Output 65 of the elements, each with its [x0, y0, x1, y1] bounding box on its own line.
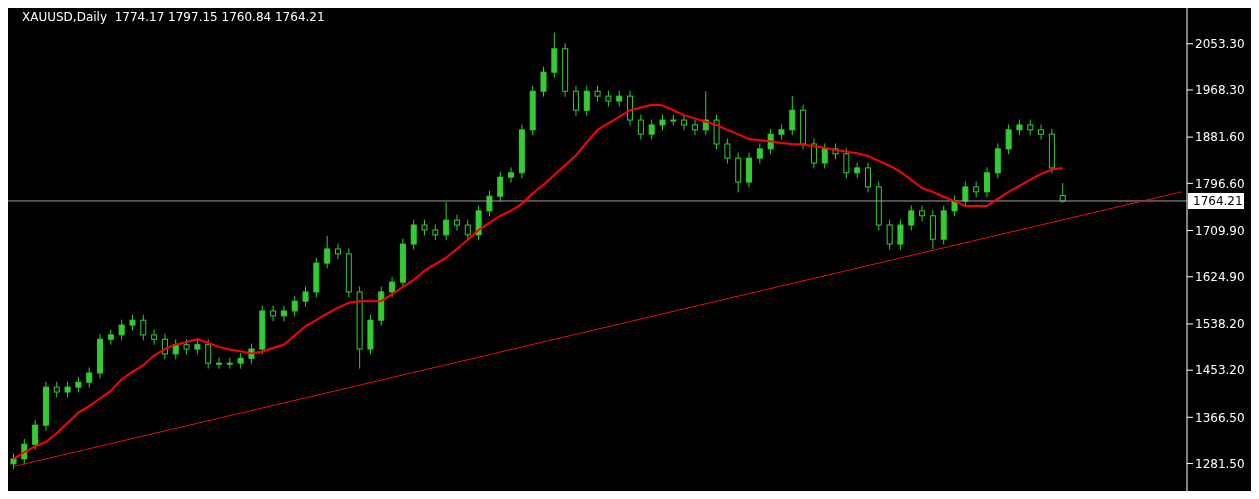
candlestick	[389, 276, 396, 298]
candlestick	[32, 419, 39, 451]
ref-line-label: 1764.21	[1193, 193, 1243, 208]
candlestick	[919, 204, 926, 222]
chart-title: XAUUSD,Daily 1774.17 1797.15 1760.84 1764.21	[22, 10, 325, 24]
candlestick	[994, 142, 1001, 179]
candlestick	[713, 114, 720, 150]
candlestick	[810, 138, 817, 169]
candlestick	[735, 152, 742, 193]
y-tick-label: 1281.50	[1195, 456, 1245, 471]
y-tick-label: 1624.90	[1195, 270, 1245, 285]
candlestick	[464, 219, 471, 241]
y-tick-label: 2053.30	[1195, 37, 1245, 51]
candlestick	[691, 119, 698, 136]
candlestick	[1005, 123, 1012, 155]
candlestick	[951, 195, 958, 217]
candlestick	[410, 219, 417, 250]
candlestick	[270, 305, 277, 322]
y-tick-label: 1366.50	[1195, 410, 1245, 425]
y-tick-label: 1968.30	[1195, 83, 1245, 98]
candlestick	[637, 114, 644, 141]
candlestick	[929, 209, 936, 250]
candlestick	[486, 190, 493, 217]
candlestick	[497, 171, 504, 203]
candlestick	[508, 166, 515, 184]
candlestick	[335, 243, 341, 260]
candlestick	[443, 201, 450, 241]
y-tick-label: 1453.20	[1195, 363, 1245, 378]
candlestick	[648, 119, 655, 141]
candlestick	[86, 367, 93, 389]
candlestick	[475, 204, 482, 241]
candlestick	[746, 152, 753, 188]
y-tick-label: 1709.90	[1195, 223, 1245, 238]
candlestick	[151, 328, 158, 346]
candlestick	[324, 235, 331, 270]
y-tick-label: 1538.20	[1195, 317, 1245, 332]
candlestick	[540, 66, 547, 98]
candlestick	[865, 161, 872, 193]
candlestick	[205, 338, 212, 370]
candlestick	[886, 219, 893, 250]
candlestick	[216, 357, 223, 370]
candlestick	[897, 219, 904, 250]
candlestick	[962, 181, 969, 208]
candlestick	[821, 142, 828, 169]
candlestick	[756, 142, 763, 165]
candlestick	[724, 138, 731, 165]
candlestick	[572, 85, 579, 117]
candlestick	[453, 214, 460, 231]
candlestick	[767, 128, 774, 155]
candlestick	[908, 204, 915, 231]
y-tick-label: 1796.60	[1195, 176, 1245, 191]
y-tick-label: 1881.60	[1195, 130, 1245, 145]
candlestick	[172, 338, 179, 360]
candlestick	[627, 90, 634, 126]
candlestick	[1038, 123, 1045, 141]
candlestick	[983, 166, 990, 198]
candlestick	[140, 314, 147, 341]
candlestick	[583, 85, 590, 117]
candlestick	[551, 31, 558, 79]
candlestick	[843, 147, 850, 179]
candlestick	[118, 319, 125, 341]
candlestick	[280, 305, 287, 322]
candlestick	[291, 295, 298, 317]
candlestick	[302, 285, 309, 308]
candlestick	[789, 95, 796, 136]
